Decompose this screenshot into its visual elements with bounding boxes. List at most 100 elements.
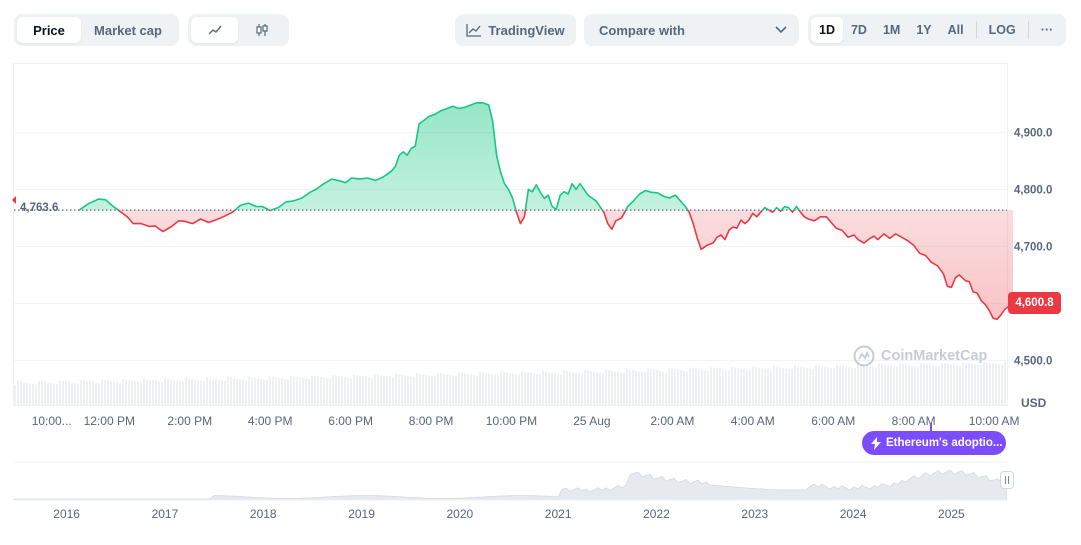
volume-bar xyxy=(71,382,73,405)
overview-year-label: 2016 xyxy=(53,507,80,521)
volume-bar xyxy=(233,378,235,405)
volume-bar xyxy=(308,379,310,405)
volume-bar xyxy=(557,373,559,405)
volume-bar xyxy=(521,371,523,405)
volume-bar xyxy=(689,367,691,405)
volume-bar xyxy=(35,384,37,405)
volume-bar xyxy=(218,379,220,405)
overview-year-label: 2021 xyxy=(545,507,572,521)
watermark-text: CoinMarketCap xyxy=(881,348,988,364)
volume-bar xyxy=(608,370,610,405)
volume-bar xyxy=(911,365,913,405)
volume-bar xyxy=(257,378,259,405)
volume-bar xyxy=(137,381,139,405)
line-chart-button[interactable] xyxy=(191,17,238,43)
volume-bar xyxy=(518,374,520,405)
volume-bar xyxy=(890,366,892,405)
news-event-pill[interactable]: Ethereum's adoptio... xyxy=(862,431,1006,455)
volume-bar xyxy=(113,381,115,405)
price-tab[interactable]: Price xyxy=(17,17,81,43)
volume-bar xyxy=(407,375,409,405)
volume-bar xyxy=(479,372,481,405)
volume-bar xyxy=(251,377,253,405)
volume-bar xyxy=(500,371,502,405)
volume-bar xyxy=(341,376,343,405)
volume-bar xyxy=(755,367,757,405)
volume-bar xyxy=(908,365,910,405)
volume-bar xyxy=(227,377,229,405)
volume-bar xyxy=(317,376,319,405)
range-1d[interactable]: 1D xyxy=(811,17,843,43)
volume-bar xyxy=(254,377,256,405)
volume-bar xyxy=(23,382,25,405)
volume-bar xyxy=(602,373,604,405)
tradingview-button[interactable]: TradingView xyxy=(455,14,576,46)
candlestick-icon xyxy=(255,24,268,36)
volume-bar xyxy=(713,367,715,405)
volume-bar xyxy=(59,380,61,405)
more-options-button[interactable]: ··· xyxy=(1040,23,1054,37)
volume-bar xyxy=(332,374,334,405)
volume-bar xyxy=(335,375,337,405)
volume-bar xyxy=(491,374,493,405)
volume-bar xyxy=(599,372,601,405)
volume-bar xyxy=(926,364,928,405)
volume-bar xyxy=(290,375,292,405)
volume-bar xyxy=(788,368,790,405)
volume-bar xyxy=(683,370,685,405)
volume-bar xyxy=(860,364,862,405)
compare-with-dropdown[interactable]: Compare with xyxy=(584,14,799,46)
volume-bar xyxy=(44,381,46,405)
volume-bar xyxy=(617,371,619,405)
volume-bar xyxy=(68,382,70,405)
volume-bar xyxy=(785,368,787,405)
reference-marker-icon xyxy=(12,196,16,204)
overview-year-label: 2017 xyxy=(152,507,179,521)
market-cap-tab[interactable]: Market cap xyxy=(94,22,162,38)
volume-bar xyxy=(362,376,364,405)
volume-bar xyxy=(104,380,106,405)
volume-bar xyxy=(944,363,946,405)
volume-bar xyxy=(344,377,346,405)
volume-bar xyxy=(497,375,499,405)
volume-bar xyxy=(41,381,43,405)
range-1y[interactable]: 1Y xyxy=(916,23,932,37)
volume-bar xyxy=(512,373,514,405)
range-all[interactable]: All xyxy=(947,23,964,37)
volume-bar xyxy=(647,368,649,405)
currency-label: USD xyxy=(1021,396,1047,410)
volume-bar xyxy=(323,377,325,405)
candlestick-button[interactable] xyxy=(238,17,285,43)
y-tick-label: 4,900.0 xyxy=(1014,127,1052,139)
volume-bar xyxy=(155,380,157,405)
volume-bar xyxy=(314,375,316,405)
volume-bar xyxy=(677,369,679,405)
volume-bar xyxy=(794,365,796,405)
range-7d[interactable]: 7D xyxy=(850,23,867,37)
volume-bar xyxy=(830,367,832,405)
volume-bar xyxy=(635,370,637,405)
volume-bar xyxy=(53,383,55,405)
volume-bar xyxy=(167,378,169,405)
overview-drag-handle[interactable] xyxy=(1000,471,1014,489)
overview-navigator[interactable] xyxy=(13,461,1008,501)
volume-bar xyxy=(101,379,103,405)
range-1m[interactable]: 1M xyxy=(882,23,901,37)
volume-bar xyxy=(236,378,238,405)
volume-bar xyxy=(107,380,109,405)
volume-bar xyxy=(1001,365,1003,405)
log-scale-button[interactable]: LOG xyxy=(988,23,1016,37)
volume-bar xyxy=(725,370,727,405)
volume-bar xyxy=(455,376,457,405)
price-areas xyxy=(78,102,1013,320)
volume-bar xyxy=(770,369,772,405)
volume-bar xyxy=(701,369,703,405)
volume-bar xyxy=(836,364,838,405)
volume-bar xyxy=(116,382,118,405)
y-tick-label: 4,800.0 xyxy=(1014,184,1052,196)
volume-bar xyxy=(824,366,826,405)
volume-bar xyxy=(179,381,181,405)
volume-bar xyxy=(923,363,925,405)
volume-bar xyxy=(86,381,88,405)
